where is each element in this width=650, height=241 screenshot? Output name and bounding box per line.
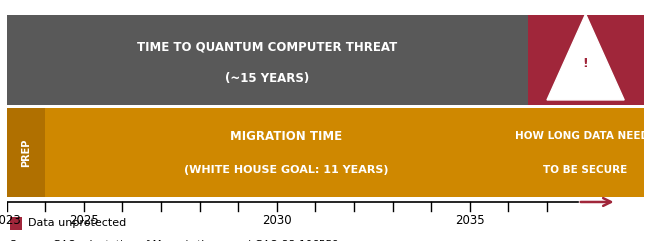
Text: PREP: PREP (21, 138, 31, 167)
Text: TIME TO QUANTUM COMPUTER THREAT: TIME TO QUANTUM COMPUTER THREAT (137, 40, 397, 53)
Bar (10, 217, 22, 230)
Text: (~15 YEARS): (~15 YEARS) (225, 72, 309, 85)
Text: Source: GAO adaptation of Mosca's theorem. | GAO-23-106559: Source: GAO adaptation of Mosca's theore… (10, 239, 339, 241)
Text: (WHITE HOUSE GOAL: 11 YEARS): (WHITE HOUSE GOAL: 11 YEARS) (184, 165, 389, 175)
Text: 2030: 2030 (262, 214, 292, 227)
Text: Data unprotected: Data unprotected (27, 218, 126, 228)
Bar (6, 107, 45, 197)
FancyArrowPatch shape (580, 198, 611, 206)
Text: 2023: 2023 (0, 214, 21, 227)
Polygon shape (547, 14, 624, 100)
Text: MIGRATION TIME: MIGRATION TIME (230, 130, 343, 143)
Text: TO BE SECURE: TO BE SECURE (543, 165, 628, 175)
Bar (528, 107, 644, 197)
Text: 2025: 2025 (69, 214, 99, 227)
Text: 2035: 2035 (455, 214, 485, 227)
Bar (528, 15, 644, 105)
Text: HOW LONG DATA NEEDS: HOW LONG DATA NEEDS (515, 131, 650, 141)
Text: !: ! (582, 57, 588, 70)
Bar (45, 107, 528, 197)
Bar (6, 15, 528, 105)
